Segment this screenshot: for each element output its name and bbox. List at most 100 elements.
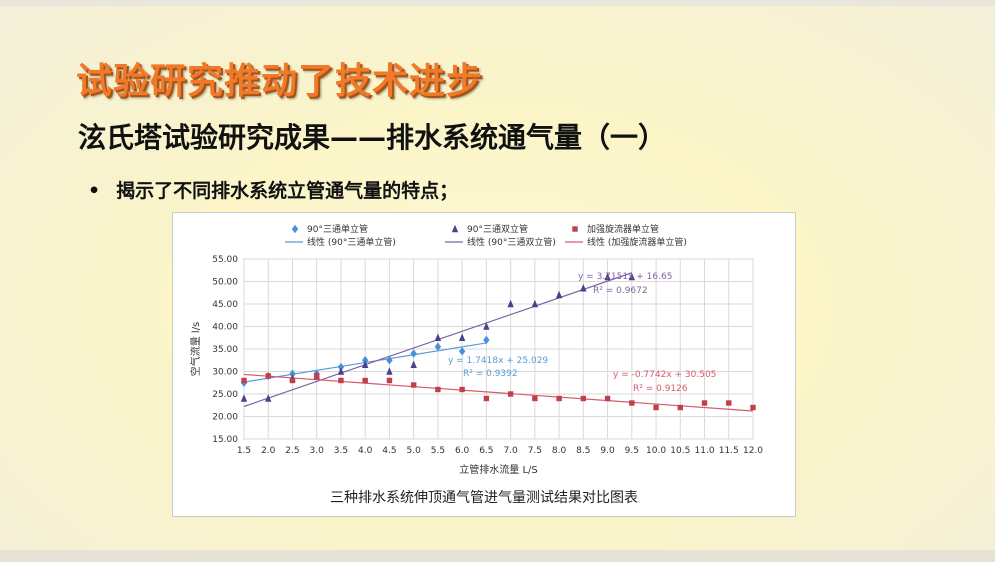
bullet-item: • 揭示了不同排水系统立管通气量的特点； (88, 176, 458, 203)
data-point (361, 356, 369, 365)
x-tick-label: 2.0 (261, 446, 276, 456)
data-point (337, 367, 345, 375)
x-tick-label: 2.5 (285, 446, 299, 456)
data-point (459, 386, 465, 393)
bullet-text: 揭示了不同排水系统立管通气量的特点； (116, 180, 459, 202)
data-point (572, 226, 578, 232)
trend-r2: R² = 0.9672 (593, 286, 648, 296)
data-point (337, 362, 345, 372)
x-tick-label: 3.5 (334, 446, 348, 456)
x-tick-label: 11.0 (695, 446, 715, 456)
slide-subtitle: 泫氏塔试验研究成果——排水系统通气量（一） (78, 121, 667, 154)
y-tick-label: 15.00 (212, 435, 238, 445)
y-tick-label: 30.00 (212, 368, 238, 378)
data-point (289, 369, 296, 378)
data-point (580, 395, 587, 402)
data-point (750, 404, 756, 411)
trend-equation: y = -0.7742x + 30.505 (613, 370, 716, 380)
legend-series-label: 加强旋流器单立管 (587, 223, 659, 235)
x-tick-label: 8.5 (576, 446, 590, 456)
data-point (434, 333, 442, 341)
data-point (483, 395, 490, 402)
data-point (386, 367, 393, 375)
data-point (362, 377, 368, 384)
data-point (483, 322, 490, 330)
trend-equation: y = 1.7418x + 25.029 (448, 356, 548, 366)
y-tick-label: 45.00 (212, 300, 238, 310)
data-point (240, 394, 248, 402)
chart-container: 1.5 2.0 2.5 3.0 3.5 4.0 4.5 5.0 5.5 6.0 6.5 7.0 7.5 8… (172, 212, 796, 517)
y-tick-label: 55.00 (212, 255, 238, 265)
data-point (458, 347, 466, 356)
x-tick-label: 8.0 (552, 446, 567, 456)
legend-trend-label: 线性 (加强旋流器单立管) (587, 236, 687, 248)
data-point (410, 382, 417, 388)
data-point (410, 360, 417, 368)
data-point (701, 400, 708, 406)
data-point (677, 404, 683, 411)
data-point (532, 395, 538, 402)
legend-series-label: 90°三通单立管 (307, 223, 368, 235)
data-point (241, 377, 247, 384)
x-tick-label: 4.5 (382, 446, 396, 456)
data-point (555, 290, 563, 299)
data-point (265, 373, 271, 379)
data-point (580, 284, 587, 292)
scatter-chart: 1.5 2.0 2.5 3.0 3.5 4.0 4.5 5.0 5.5 6.0 6.5 7.0 7.5 8… (189, 223, 763, 476)
x-tick-label: 6.0 (455, 446, 470, 456)
data-point (386, 356, 393, 365)
data-point (289, 377, 296, 384)
data-point (629, 400, 635, 406)
data-point (314, 373, 320, 379)
data-point (361, 360, 369, 368)
y-axis-label: 空气流量 l/s (189, 322, 202, 377)
chart-caption: 三种排水系统伸顶通气管进气量测试结果对比图表 (330, 490, 638, 506)
y-tick-label: 25.00 (212, 390, 238, 400)
data-point (531, 299, 539, 308)
x-tick-label: 4.0 (358, 446, 373, 456)
data-point (291, 224, 299, 234)
x-tick-label: 5.5 (431, 446, 445, 456)
y-tick-label: 50.00 (212, 278, 238, 288)
data-point (265, 394, 272, 402)
x-axis-label: 立管排水流量 L/S (459, 463, 537, 476)
data-point (435, 386, 441, 393)
x-tick-label: 9.0 (600, 446, 615, 456)
x-tick-label: 7.0 (503, 446, 518, 456)
trend-line (243, 373, 754, 412)
data-point (434, 342, 442, 351)
x-tick-label: 7.5 (528, 446, 542, 456)
trend-r2: R² = 0.9126 (633, 384, 688, 394)
data-point (458, 333, 466, 341)
x-tick-label: 6.5 (479, 446, 493, 456)
data-point (628, 272, 636, 281)
data-point (653, 404, 659, 411)
data-point (338, 377, 344, 384)
x-tick-label: 3.0 (310, 446, 325, 456)
bottom-band (0, 550, 995, 562)
top-band (0, 0, 995, 6)
data-point (451, 224, 459, 233)
data-point (386, 377, 393, 384)
data-point (726, 400, 732, 406)
x-tick-label: 10.0 (646, 446, 666, 456)
x-tick-label: 5.0 (407, 446, 422, 456)
data-point (507, 299, 514, 308)
y-tick-label: 20.00 (212, 413, 238, 423)
data-point (604, 272, 611, 281)
x-tick-label: 12.0 (743, 446, 763, 456)
legend-series-label: 90°三通双立管 (467, 223, 528, 235)
x-tick-label: 1.5 (237, 446, 251, 456)
y-tick-label: 35.00 (212, 345, 238, 355)
trend-r2: R² = 0.9392 (463, 369, 518, 379)
x-tick-label: 10.5 (670, 446, 690, 456)
data-point (410, 349, 417, 358)
data-point (483, 335, 490, 345)
y-tick-label: 40.00 (212, 323, 238, 333)
bullet-dot-icon: • (88, 180, 101, 202)
data-point (507, 391, 514, 397)
data-point (604, 395, 611, 402)
data-point (556, 395, 562, 402)
x-tick-label: 9.5 (625, 446, 639, 456)
